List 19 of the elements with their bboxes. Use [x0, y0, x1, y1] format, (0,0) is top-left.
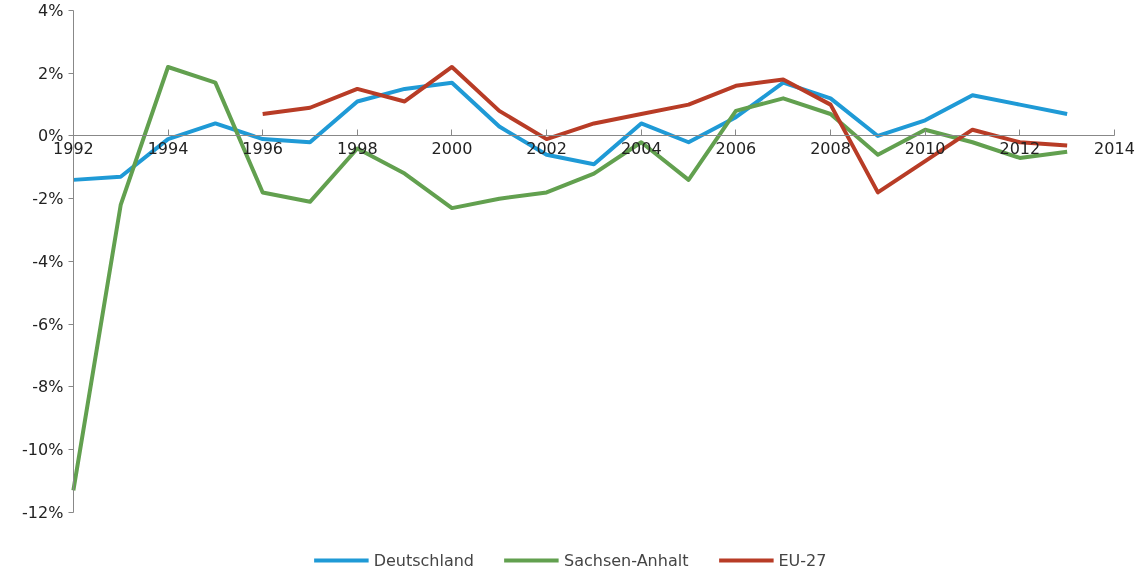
- legend-label: Deutschland: [373, 550, 475, 570]
- y-tick-label: -4%: [32, 251, 64, 271]
- x-tick-label: 1996: [242, 138, 284, 158]
- y-tick-label: 2%: [37, 63, 64, 83]
- y-tick-label: 4%: [37, 1, 64, 21]
- y-tick-label: -8%: [32, 377, 64, 397]
- x-tick-label: 2010: [904, 138, 946, 158]
- y-tick-label: -10%: [22, 440, 64, 460]
- x-tick-label: 1998: [336, 138, 378, 158]
- y-tick-label: -2%: [32, 189, 64, 209]
- x-tick-label: 2000: [431, 138, 473, 158]
- x-tick-label: 2012: [999, 138, 1041, 158]
- x-tick-label: 2014: [1094, 138, 1135, 158]
- y-tick-label: -6%: [32, 314, 64, 334]
- x-tick-label: 2008: [810, 138, 851, 158]
- x-tick-label: 2006: [715, 138, 757, 158]
- legend-label: Sachsen-Anhalt: [564, 550, 689, 570]
- legend-label: EU-27: [778, 550, 827, 570]
- y-tick-label: -12%: [22, 502, 64, 522]
